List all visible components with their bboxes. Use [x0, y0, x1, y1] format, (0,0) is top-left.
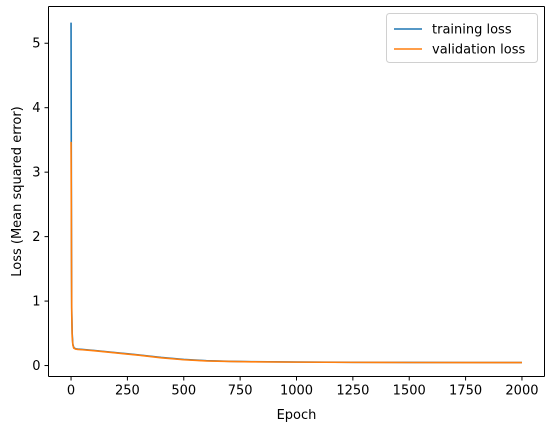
x-axis-ticks: 0 250 500 750 1000 1250 1500 1750 2000 [67, 376, 539, 399]
y-tick-label: 1 [32, 295, 40, 310]
y-axis-label: Loss (Mean squared error) [10, 106, 25, 277]
legend-label-validation-loss: validation loss [432, 43, 525, 58]
y-tick-label: 4 [32, 101, 40, 116]
y-tick-label: 2 [32, 230, 40, 245]
y-tick-label: 3 [32, 166, 40, 181]
x-tick-label: 0 [67, 384, 75, 399]
y-tick-label: 5 [32, 37, 40, 52]
x-tick-label: 500 [171, 384, 196, 399]
x-tick-label: 1000 [280, 384, 313, 399]
x-tick-label: 250 [115, 384, 140, 399]
legend-box [386, 13, 538, 63]
x-axis-label: Epoch [277, 408, 317, 423]
y-axis-ticks: 0 1 2 3 4 5 [32, 37, 49, 374]
x-tick-label: 2000 [505, 384, 538, 399]
x-tick-label: 1250 [336, 384, 369, 399]
x-tick-label: 750 [228, 384, 253, 399]
series-line-validation-loss [70, 141, 522, 364]
plot-area [48, 6, 545, 377]
y-tick-label: 0 [32, 359, 40, 374]
x-tick-label: 1750 [449, 384, 482, 399]
series-layer [70, 22, 522, 364]
legend: training loss validation loss [386, 13, 538, 63]
x-tick-label: 1500 [393, 384, 426, 399]
legend-label-training-loss: training loss [432, 23, 512, 38]
